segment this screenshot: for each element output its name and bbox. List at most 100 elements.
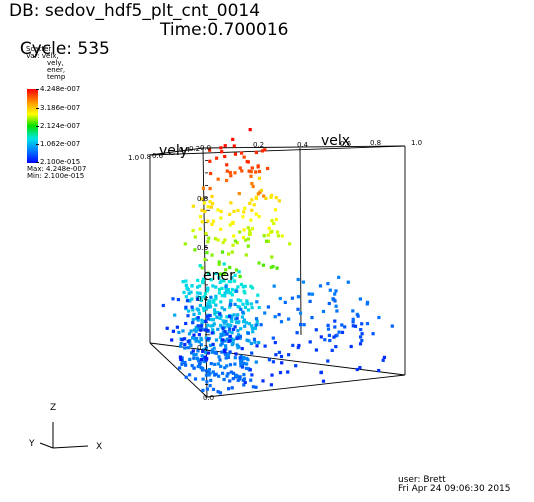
scatter-point	[231, 371, 236, 375]
scatter-point	[219, 323, 223, 327]
scatter-point	[197, 340, 201, 344]
scatter-point	[271, 360, 275, 364]
scatter-point	[173, 313, 177, 317]
scatter-point	[179, 342, 183, 346]
scatter-point	[246, 226, 250, 230]
scatter-point	[259, 323, 263, 327]
legend-title: Scatter	[26, 45, 52, 53]
scatter-point	[182, 290, 186, 294]
scatter-point	[223, 352, 227, 356]
scatter-point	[203, 210, 207, 214]
scatter-point	[211, 342, 215, 346]
scatter-point	[197, 308, 201, 312]
scatter-point	[326, 323, 330, 327]
scatter-point	[294, 364, 298, 368]
scatter-point	[233, 273, 237, 277]
scatter-point	[235, 336, 239, 341]
scatter-point	[298, 311, 303, 315]
date-label: Fri Apr 24 09:06:30 2015	[398, 484, 511, 494]
scatter-point	[277, 350, 281, 354]
scatter-point	[233, 239, 237, 243]
scatter-point	[217, 287, 222, 291]
scatter-point	[196, 364, 200, 369]
scatter-point	[245, 338, 249, 342]
scatter-point	[184, 363, 188, 367]
scatter-point	[204, 358, 208, 362]
scatter-point	[220, 250, 225, 254]
scatter-point	[280, 234, 284, 238]
scatter-point	[211, 370, 215, 374]
scatter-point	[278, 371, 283, 375]
scatter-point	[213, 312, 217, 316]
scatter-point	[227, 252, 231, 256]
scatter-point	[220, 333, 224, 337]
scatter-point	[238, 230, 242, 234]
scatter-point	[310, 292, 315, 296]
scatter-point	[210, 253, 214, 257]
scatter-point	[323, 338, 327, 342]
scatter-point	[177, 330, 181, 334]
scatter-point	[296, 345, 300, 350]
scatter-point	[192, 333, 196, 337]
user-label: user: Brett	[398, 475, 446, 485]
velx-tick-1: 0.4	[297, 141, 309, 149]
scatter-point	[296, 307, 300, 311]
scatter-point	[191, 336, 195, 340]
scatter-point	[314, 328, 318, 332]
scatter-point	[234, 268, 239, 272]
scatter-point	[381, 358, 385, 362]
scatter-point	[240, 347, 244, 351]
scatter-point	[238, 375, 242, 379]
scatter-point	[209, 318, 213, 322]
scatter-point	[274, 217, 278, 222]
scatter-point	[247, 169, 251, 173]
scatter-point	[250, 326, 254, 330]
scatter-point	[189, 290, 193, 294]
scatter-point	[288, 242, 292, 246]
scatter-point	[337, 275, 341, 279]
box-edge	[149, 342, 406, 376]
vely-tick-2: 0.6	[152, 152, 164, 160]
scatter-point	[195, 291, 200, 295]
velx-tick-2: 0.6	[340, 140, 352, 148]
scatter-point	[185, 299, 190, 303]
scatter-point	[227, 352, 231, 356]
scatter-point	[244, 253, 248, 257]
scatter-point	[263, 311, 267, 315]
scatter-point	[208, 314, 212, 318]
colorbar-tick-2: 3.186e-007	[35, 104, 81, 112]
scatter-point	[236, 329, 240, 333]
scatter-points	[161, 128, 394, 395]
scatter-point	[225, 289, 229, 293]
scatter-point	[203, 292, 207, 296]
scatter-point	[225, 178, 229, 183]
scatter-point	[224, 268, 228, 272]
scatter-point	[236, 285, 240, 289]
scatter-point	[321, 309, 326, 314]
scatter-point	[276, 234, 280, 238]
triad-x-label: X	[96, 442, 102, 452]
scatter-point	[178, 355, 182, 359]
legend-var-vely: vely,	[47, 59, 64, 67]
scatter-point	[270, 219, 274, 223]
scatter-point	[310, 316, 314, 320]
scatter-point	[227, 323, 231, 327]
scatter-point	[228, 265, 232, 270]
scatter-point	[272, 221, 276, 226]
scatter-point	[216, 238, 220, 242]
scatter-point	[254, 212, 258, 216]
scatter-point	[257, 176, 261, 180]
time-label: Time:0.700016	[160, 20, 289, 40]
scatter-point	[228, 363, 233, 367]
scatter-point	[248, 232, 252, 236]
scatter-point	[239, 307, 243, 311]
scatter-point	[241, 320, 246, 324]
velx-axis-label: velx	[321, 133, 350, 149]
scatter-point	[202, 295, 206, 299]
scatter-point	[192, 366, 196, 370]
scatter-point	[255, 300, 259, 304]
scatter-point	[200, 318, 204, 322]
scatter-point	[228, 334, 232, 338]
scatter-point	[228, 212, 232, 216]
scatter-point	[241, 302, 245, 306]
